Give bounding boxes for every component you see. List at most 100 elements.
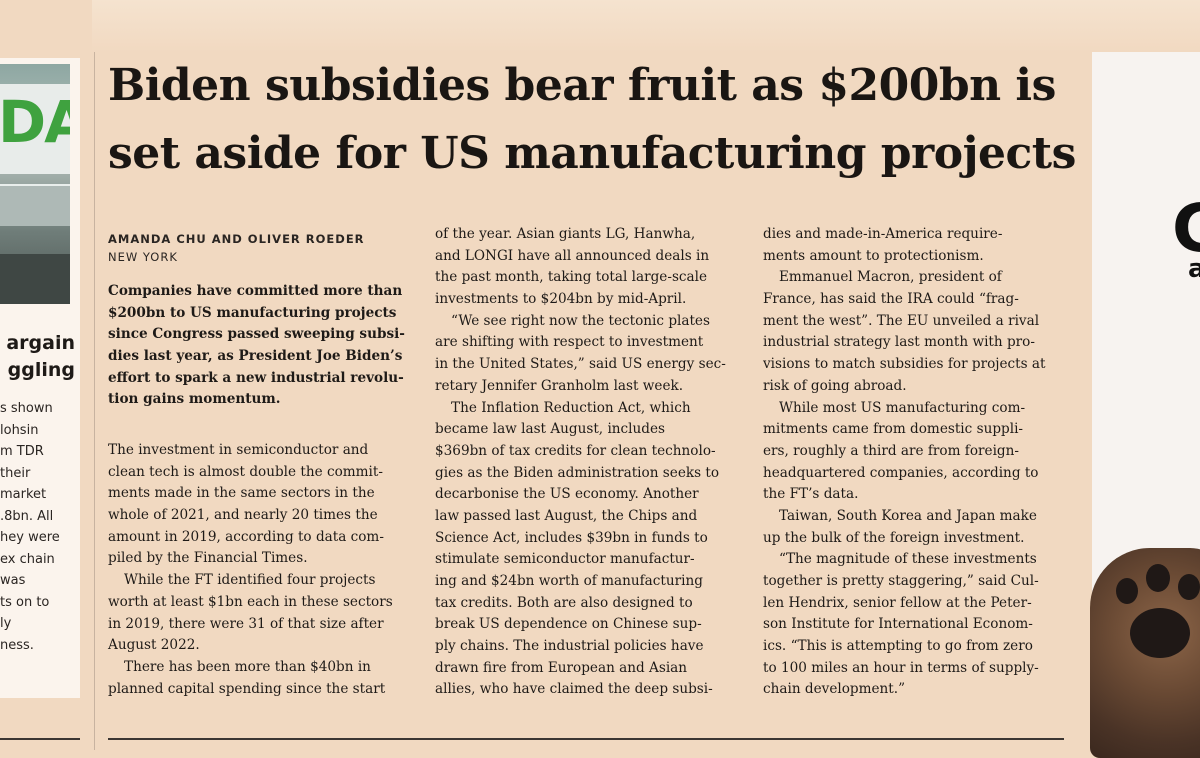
left-body-line: their [0,465,31,481]
standfirst-line: Companies have committed more than [108,283,403,299]
body-line: and LONGI have all announced deals in [435,247,710,264]
body-line: investments to $204bn by mid-April. [435,291,687,308]
body-line: ers, roughly a third are from foreign- [763,442,1019,459]
body-line: in 2019, there were 31 of that size afte… [108,615,384,632]
left-body-line: .8bn. All [0,508,54,524]
body-line: became law last August, includes [435,421,665,438]
body-line: clean tech is almost double the commit- [108,463,383,480]
body-line: The Inflation Reduction Act, which [451,399,691,416]
body-line: allies, who have claimed the deep subsi- [435,681,713,698]
body-line: amount in 2019, according to data com- [108,528,384,545]
body-line: piled by the Financial Times. [108,550,308,567]
body-line: whole of 2021, and nearly 20 times the [108,507,378,524]
body-line: the past month, taking total large-scale [435,269,708,286]
body-line: break US dependence on Chinese sup- [435,616,702,633]
article-dateline: NEW YORK [108,250,178,264]
left-article-body: s shown lohsin m TDR their market .8bn. … [0,398,75,656]
store-canopy [0,184,70,226]
body-line: August 2022. [108,637,200,654]
page-top-band [0,0,1200,52]
left-body-line: ness. [0,637,34,653]
body-line: Taiwan, South Korea and Japan make [779,507,1037,524]
animal-paw-image [1090,548,1200,758]
standfirst-line: dies last year, as President Joe Biden’s [108,348,403,365]
standfirst-line: effort to spark a new industrial revolu- [108,369,404,386]
body-line: gies as the Biden administration seeks t… [435,464,720,481]
paw-toe [1178,574,1200,600]
paw-pad [1130,608,1190,658]
body-line: chain development.” [763,681,906,698]
advert-lettering-large: G [1172,190,1200,267]
advert-lettering-small: a [1188,254,1200,284]
left-body-line: was [0,573,26,588]
body-line: ment the west”. The EU unveiled a rival [763,312,1040,329]
body-line: drawn fire from European and Asian [435,659,688,676]
body-line: ply chains. The industrial policies have [435,638,704,655]
article-standfirst: Companies have committed more than $200b… [108,281,408,411]
body-line: law passed last August, the Chips and [435,507,698,524]
body-line: Emmanuel Macron, president of [779,269,1002,286]
body-line: together is pretty staggering,” said Cul… [763,573,1039,589]
left-body-line: ts on to [0,594,50,610]
body-line: ments amount to protectionism. [763,247,984,264]
left-body-line: ex chain [0,551,55,567]
body-line: worth at least $1bn each in these sector… [108,593,393,610]
column-divider [94,52,95,750]
left-body-line: ly [0,616,12,631]
body-line: to 100 miles an hour in terms of supply- [763,659,1039,676]
left-body-line: m TDR [0,444,44,459]
body-line: son Institute for International Econom- [763,616,1033,633]
photo-ground [0,254,70,304]
body-line: There has been more than $40bn in [124,658,371,675]
body-line: industrial strategy last month with pro- [763,334,1035,351]
body-line: retary Jennifer Granholm last week. [435,377,684,394]
article-bottom-rule [108,738,1064,740]
left-body-line: hey were [0,530,60,545]
standfirst-line: tion gains momentum. [108,391,281,408]
headline-line: set aside for US manufacturing projects [108,128,1076,179]
store-sign [0,84,70,174]
left-headline-line: ggling [7,359,75,381]
body-line: headquartered companies, according to [763,464,1039,481]
article-headline: Biden subsidies bear fruit as $200bn is … [108,52,1083,188]
body-line: planned capital spending since the start [108,680,386,697]
body-line: While the FT identified four projects [124,572,376,589]
body-line: “The magnitude of these investments [779,551,1037,568]
article-column-2: of the year. Asian giants LG, Hanwha, an… [435,224,735,701]
left-body-line: lohsin [0,422,39,438]
article-column-1: The investment in semiconductor and clea… [108,440,408,700]
paw-toe [1116,578,1138,604]
left-article-headline: argain ggling [0,330,75,384]
left-headline-line: argain [6,332,75,354]
body-line: visions to match subsidies for projects … [763,356,1046,373]
paw-toe [1146,564,1170,592]
body-line: len Hendrix, senior fellow at the Peter- [763,594,1032,611]
left-bottom-rule [0,738,80,740]
body-line: ing and $24bn worth of manufacturing [435,573,703,589]
body-line: stimulate semiconductor manufactur- [435,551,695,568]
article-column-3: dies and made-in-America require- ments … [763,224,1063,701]
body-line: ments made in the same sectors in the [108,485,375,502]
body-line: mitments came from domestic suppli- [763,421,1024,438]
body-line: decarbonise the US economy. Another [435,486,699,503]
body-line: While most US manufacturing com- [779,399,1026,416]
body-line: Science Act, includes $39bn in funds to [435,529,708,546]
body-line: in the United States,” said US energy se… [435,356,726,373]
body-line: tax credits. Both are also designed to [435,594,693,611]
body-line: the FT’s data. [763,486,859,503]
body-line: The investment in semiconductor and [108,442,369,458]
article-byline: AMANDA CHU AND OLIVER ROEDER [108,232,365,246]
body-line: risk of going abroad. [763,377,907,394]
body-line: $369bn of tax credits for clean technolo… [435,442,716,459]
body-line: France, has said the IRA could “frag- [763,291,1019,308]
standfirst-line: $200bn to US manufacturing projects [108,304,397,321]
headline-line: Biden subsidies bear fruit as $200bn is [108,60,1056,111]
left-body-line: s shown [0,401,53,416]
body-line: of the year. Asian giants LG, Hanwha, [435,226,696,242]
body-line: dies and made-in-America require- [763,226,1003,242]
left-article-photo: DA [0,64,70,304]
store-sign-lettering: DA [0,88,70,156]
left-body-line: market [0,487,47,502]
body-line: are shifting with respect to investment [435,334,704,351]
body-line: ics. “This is attempting to go from zero [763,638,1033,655]
